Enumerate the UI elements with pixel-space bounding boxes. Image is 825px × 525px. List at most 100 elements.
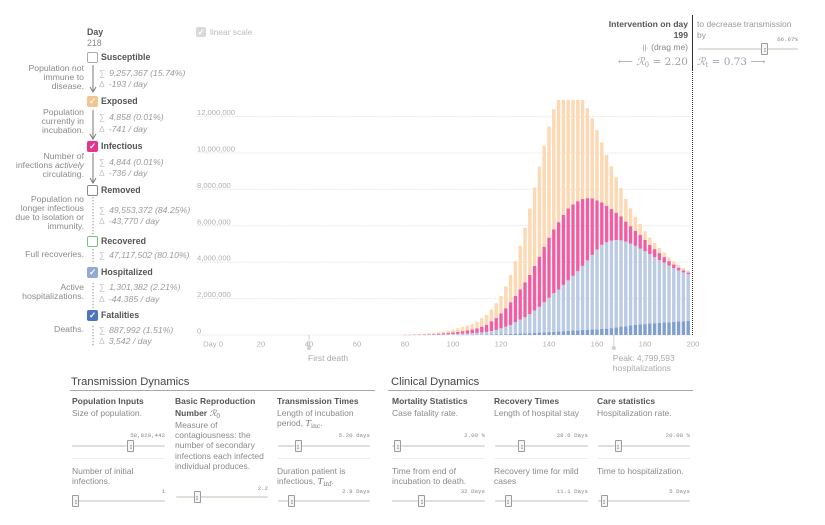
bar-hospitalized-day-160[interactable] [595,249,599,330]
bar-hospitalized-day-172[interactable] [624,241,628,327]
bar-exposed-day-196[interactable] [681,268,686,271]
bar-exposed-day-90[interactable] [427,333,431,335]
infectious-duration-slider[interactable] [278,495,370,507]
bar-exposed-day-182[interactable] [648,237,652,245]
slider-track[interactable] [72,500,165,502]
bar-exposed-day-164[interactable] [604,154,609,206]
bar-exposed-day-104[interactable] [460,326,465,332]
bar-exposed-day-96[interactable] [441,331,446,334]
label-removed[interactable]: Removed [101,185,141,195]
bar-infectious-day-118[interactable] [494,318,498,330]
bar-infectious-day-192[interactable] [672,264,676,269]
bar-fatalities-day-154[interactable] [580,329,585,335]
bar-exposed-day-148[interactable] [566,100,570,209]
drag-handle-icon[interactable]: ·||· [639,42,649,52]
bar-infectious-day-108[interactable] [470,329,474,334]
bar-exposed-day-98[interactable] [446,330,450,333]
bar-exposed-day-126[interactable] [513,261,518,296]
checkbox-susceptible[interactable] [87,51,98,63]
bar-fatalities-day-136[interactable] [537,332,542,335]
bar-infectious-day-184[interactable] [652,249,657,258]
mild-recovery-slider[interactable] [495,495,588,507]
bar-hospitalized-day-122[interactable] [504,326,508,335]
bar-infectious-day-132[interactable] [528,274,532,315]
bar-fatalities-day-184[interactable] [652,323,657,335]
bar-hospitalized-day-98[interactable] [446,334,450,335]
bar-infectious-day-174[interactable] [628,226,633,244]
bar-fatalities-day-132[interactable] [528,333,532,335]
annotation-marker[interactable] [611,346,616,350]
r0-slider[interactable] [176,491,268,503]
bar-exposed-day-88[interactable] [422,333,426,335]
bar-hospitalized-day-174[interactable] [628,243,633,326]
slider-track[interactable] [278,445,370,447]
bar-exposed-day-152[interactable] [576,100,580,202]
time-to-death-slider[interactable] [392,495,485,507]
bar-fatalities-day-174[interactable] [628,325,633,335]
bar-hospitalized-day-158[interactable] [590,254,594,330]
bar-infectious-day-126[interactable] [513,295,518,323]
bar-exposed-day-194[interactable] [676,264,681,268]
bar-infectious-day-138[interactable] [542,246,546,303]
bar-infectious-day-130[interactable] [523,282,527,318]
intervention-line-dotted[interactable] [691,69,693,335]
bar-infectious-day-162[interactable] [600,202,604,245]
bar-fatalities-day-188[interactable] [662,322,666,335]
bar-infectious-day-160[interactable] [595,200,599,250]
slider-track[interactable] [495,500,588,502]
bar-exposed-day-162[interactable] [600,142,604,203]
bar-fatalities-day-146[interactable] [561,331,566,335]
bar-exposed-day-128[interactable] [518,245,522,290]
bar-hospitalized-day-182[interactable] [648,254,652,324]
hospitalization-rate-slider[interactable] [598,440,690,452]
checkbox-recovered[interactable] [87,236,98,247]
bar-hospitalized-day-126[interactable] [513,322,518,334]
bar-infectious-day-100[interactable] [451,332,455,335]
bar-exposed-day-140[interactable] [547,126,551,238]
checkbox-removed[interactable] [87,185,98,196]
bar-hospitalized-day-198[interactable] [686,274,690,321]
bar-hospitalized-day-190[interactable] [667,265,671,323]
slider-track[interactable] [598,445,690,447]
bar-fatalities-day-198[interactable] [686,320,690,335]
bar-exposed-day-172[interactable] [624,198,628,222]
bar-infectious-day-98[interactable] [446,333,450,335]
checkbox-hospitalized[interactable]: ✓ [87,267,98,278]
bar-hospitalized-day-146[interactable] [561,284,566,332]
bar-fatalities-day-130[interactable] [523,333,527,335]
bar-fatalities-day-120[interactable] [499,334,503,335]
bar-infectious-day-186[interactable] [657,253,662,261]
bar-hospitalized-day-96[interactable] [441,334,446,335]
slider-handle[interactable] [600,495,608,507]
intervention-line[interactable] [691,15,693,69]
bar-infectious-day-146[interactable] [561,214,566,285]
bar-fatalities-day-176[interactable] [633,324,638,335]
bar-fatalities-day-156[interactable] [585,329,590,335]
bar-fatalities-day-168[interactable] [614,327,618,335]
bar-hospitalized-day-150[interactable] [571,275,575,331]
annotation-marker[interactable] [307,346,311,350]
bar-exposed-day-178[interactable] [638,223,642,235]
slider-track[interactable] [392,445,485,447]
label-infectious[interactable]: Infectious [101,140,143,151]
bar-infectious-day-142[interactable] [552,229,556,294]
slider-handle[interactable] [193,491,201,503]
bar-infectious-day-106[interactable] [465,330,470,334]
bar-infectious-day-154[interactable] [580,199,585,266]
bar-exposed-day-106[interactable] [465,325,470,331]
bar-exposed-day-132[interactable] [528,208,532,275]
bar-exposed-day-94[interactable] [436,332,441,334]
bar-hospitalized-day-108[interactable] [470,333,474,335]
bar-exposed-day-112[interactable] [480,318,484,327]
bar-hospitalized-day-138[interactable] [542,302,546,333]
bar-exposed-day-154[interactable] [580,100,585,200]
initial-infections-slider[interactable] [72,495,165,507]
slider-track[interactable] [698,48,798,50]
checkbox-infectious[interactable]: ✓ [87,140,98,152]
slider-handle[interactable] [761,43,769,55]
bar-infectious-day-122[interactable] [504,308,508,327]
bar-fatalities-day-158[interactable] [590,329,594,335]
bar-fatalities-day-196[interactable] [681,321,686,335]
bar-hospitalized-day-118[interactable] [494,329,498,335]
slider-handle[interactable] [504,495,512,507]
